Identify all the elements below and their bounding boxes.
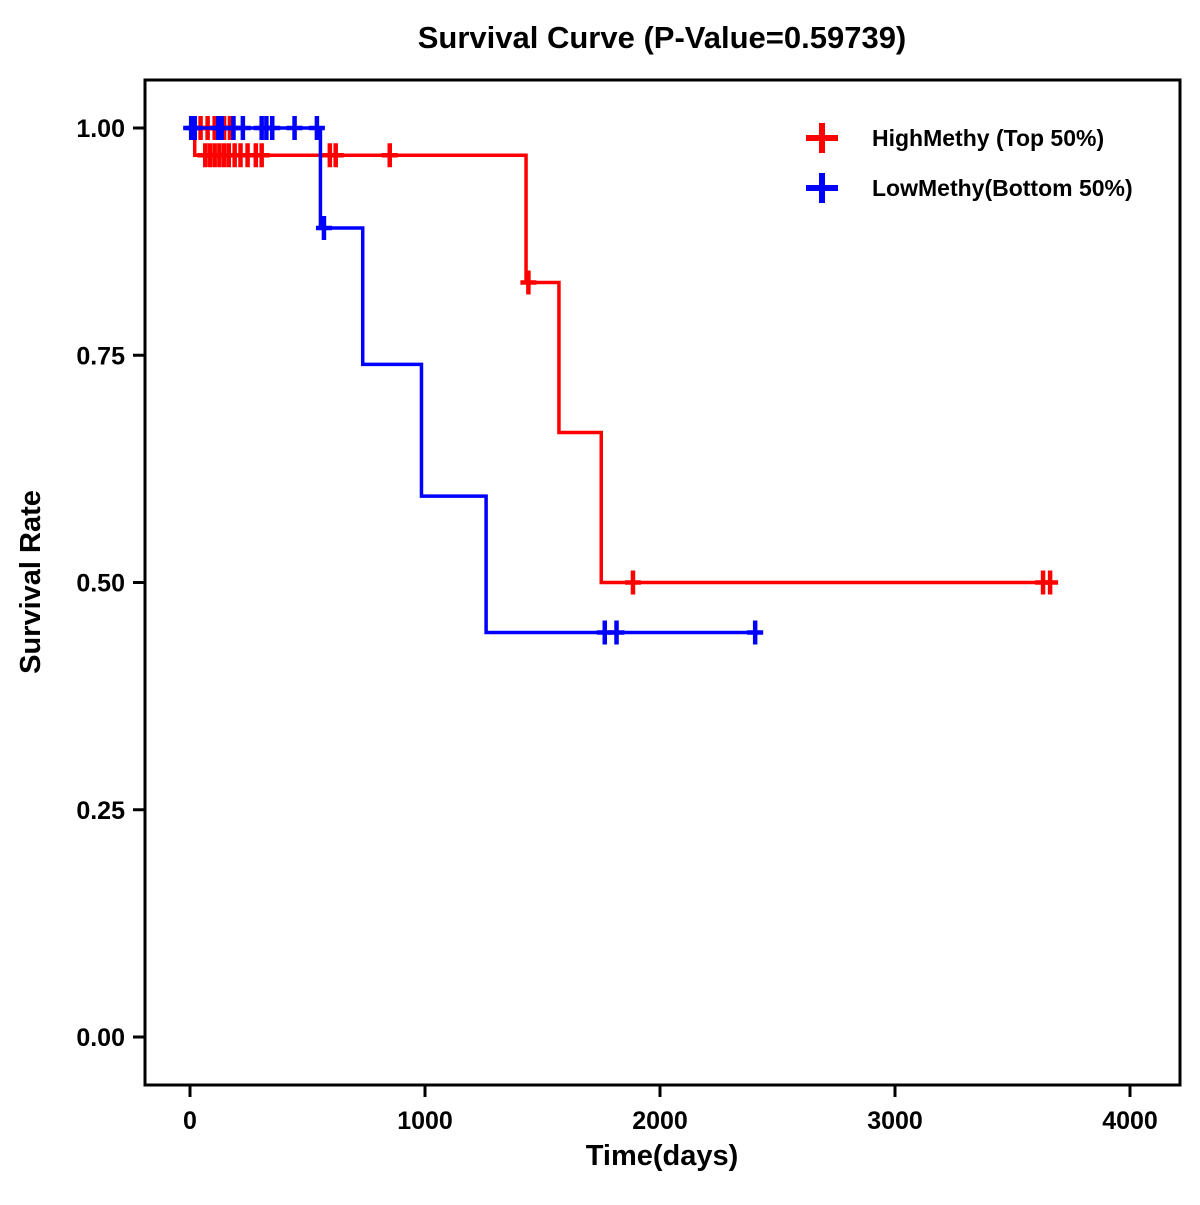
censor-mark-1 bbox=[264, 116, 281, 140]
y-tick-label: 0.75 bbox=[76, 342, 125, 370]
legend: HighMethy (Top 50%) LowMethy(Bottom 50%) bbox=[806, 123, 1133, 203]
x-tick-label: 4000 bbox=[1102, 1107, 1158, 1135]
censor-mark-1 bbox=[234, 116, 251, 140]
survival-curve-1 bbox=[190, 126, 756, 635]
censor-mark-1 bbox=[286, 116, 303, 140]
x-tick-label: 0 bbox=[183, 1107, 197, 1135]
censor-mark-0 bbox=[1042, 570, 1059, 595]
censor-mark-0 bbox=[381, 143, 398, 168]
x-axis-label: Time(days) bbox=[586, 1140, 739, 1172]
y-axis-label: Survival Rate bbox=[15, 490, 47, 674]
survival-curve-0 bbox=[190, 126, 1051, 585]
legend-highmethy-label: HighMethy (Top 50%) bbox=[872, 125, 1104, 151]
y-tick-label: 1.00 bbox=[76, 115, 125, 143]
y-tick-label: 0.25 bbox=[76, 797, 125, 825]
y-tick-label: 0.00 bbox=[76, 1024, 125, 1052]
censor-mark-1 bbox=[315, 215, 332, 240]
censor-mark-1 bbox=[186, 116, 203, 140]
censor-mark-0 bbox=[624, 570, 641, 595]
chart-title: Survival Curve (P-Value=0.59739) bbox=[418, 20, 907, 55]
censor-mark-0 bbox=[253, 143, 270, 168]
legend-lowmethy-censor-icon bbox=[806, 173, 838, 203]
censor-mark-1 bbox=[747, 620, 764, 645]
censor-mark-1 bbox=[308, 116, 325, 140]
legend-lowmethy-label: LowMethy(Bottom 50%) bbox=[872, 175, 1133, 201]
censor-mark-1 bbox=[608, 620, 625, 645]
x-tick-label: 1000 bbox=[397, 1107, 453, 1135]
y-tick-label: 0.50 bbox=[76, 570, 125, 598]
x-tick-label: 2000 bbox=[632, 1107, 688, 1135]
x-tick-label: 3000 bbox=[867, 1107, 923, 1135]
censor-mark-0 bbox=[327, 143, 344, 168]
censor-mark-0 bbox=[520, 270, 537, 295]
legend-highmethy-censor-icon bbox=[806, 123, 838, 153]
